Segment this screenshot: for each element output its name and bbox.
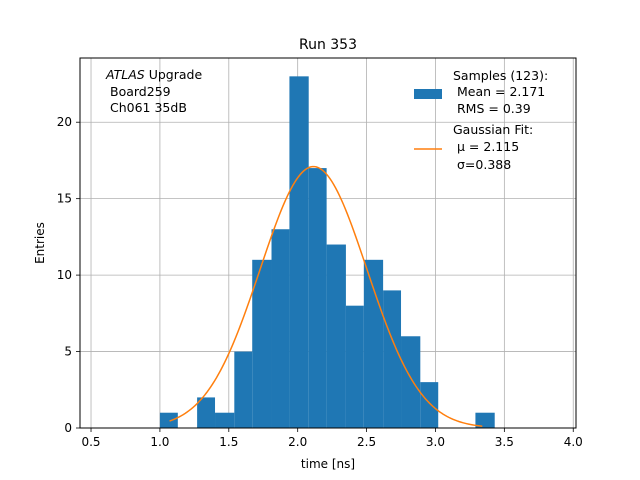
histogram-bars bbox=[159, 76, 495, 428]
legend-mean-label: Mean = 2.171 bbox=[457, 84, 545, 99]
histogram-bar bbox=[159, 412, 178, 428]
x-tick-label: 1.0 bbox=[150, 435, 169, 449]
y-tick-label: 10 bbox=[57, 268, 72, 282]
gaussian-fit-curve bbox=[169, 165, 483, 427]
plot-area: 0.5 1.0 1.5 2.0 2.5 3.0 3.5 4.0 0 5 10 15 20 bbox=[57, 57, 583, 449]
histogram-bar bbox=[197, 397, 216, 428]
x-tick-label: 3.5 bbox=[495, 435, 514, 449]
y-axis-label: Entries bbox=[33, 222, 47, 264]
atlas-label: ATLAS bbox=[105, 67, 145, 82]
experiment-label: ATLAS Upgrade bbox=[105, 67, 202, 82]
histogram-bar bbox=[234, 351, 253, 428]
x-tick-label: 2.0 bbox=[288, 435, 307, 449]
y-tick-label: 5 bbox=[64, 345, 72, 359]
legend-rms-label: RMS = 0.39 bbox=[457, 101, 531, 116]
x-tick-label: 4.0 bbox=[564, 435, 583, 449]
info-annotation: ATLAS Upgrade Board259 Ch061 35dB bbox=[105, 67, 202, 115]
histogram-bar bbox=[420, 382, 439, 428]
legend-samples-label: Samples (123): bbox=[453, 68, 548, 83]
x-tick-label: 2.5 bbox=[357, 435, 376, 449]
histogram-bar bbox=[401, 336, 421, 428]
histogram-bar bbox=[215, 412, 235, 428]
channel-label: Ch061 35dB bbox=[110, 100, 187, 115]
legend-sigma-label: σ=0.388 bbox=[457, 157, 511, 172]
histogram-bar bbox=[252, 259, 272, 428]
histogram-bar bbox=[383, 290, 402, 428]
histogram-bar bbox=[475, 412, 495, 428]
histogram-bar bbox=[363, 259, 384, 428]
legend: Samples (123): Mean = 2.171 RMS = 0.39 G… bbox=[414, 68, 548, 172]
x-tick-label: 3.0 bbox=[426, 435, 445, 449]
upgrade-label: Upgrade bbox=[145, 67, 203, 82]
legend-samples-swatch bbox=[414, 89, 442, 99]
board-label: Board259 bbox=[110, 84, 171, 99]
legend-fit-label: Gaussian Fit: bbox=[453, 122, 533, 137]
chart-title: Run 353 bbox=[299, 37, 357, 53]
y-axis-ticks: 0 5 10 15 20 bbox=[57, 115, 80, 435]
histogram-bar bbox=[289, 76, 309, 428]
histogram-bar bbox=[326, 244, 346, 428]
gaussian-fit-line bbox=[169, 165, 483, 427]
y-tick-label: 0 bbox=[64, 421, 72, 435]
x-tick-label: 0.5 bbox=[81, 435, 100, 449]
x-axis-ticks: 0.5 1.0 1.5 2.0 2.5 3.0 3.5 4.0 bbox=[81, 428, 583, 449]
y-tick-label: 15 bbox=[57, 192, 72, 206]
histogram-bar bbox=[345, 305, 364, 428]
y-tick-label: 20 bbox=[57, 115, 72, 129]
x-axis-label: time [ns] bbox=[301, 457, 355, 471]
histogram-bar bbox=[308, 168, 327, 428]
x-tick-label: 1.5 bbox=[219, 435, 238, 449]
histogram-bar bbox=[271, 229, 290, 428]
axes-frame bbox=[79, 57, 577, 429]
legend-mu-label: μ = 2.115 bbox=[457, 139, 519, 154]
